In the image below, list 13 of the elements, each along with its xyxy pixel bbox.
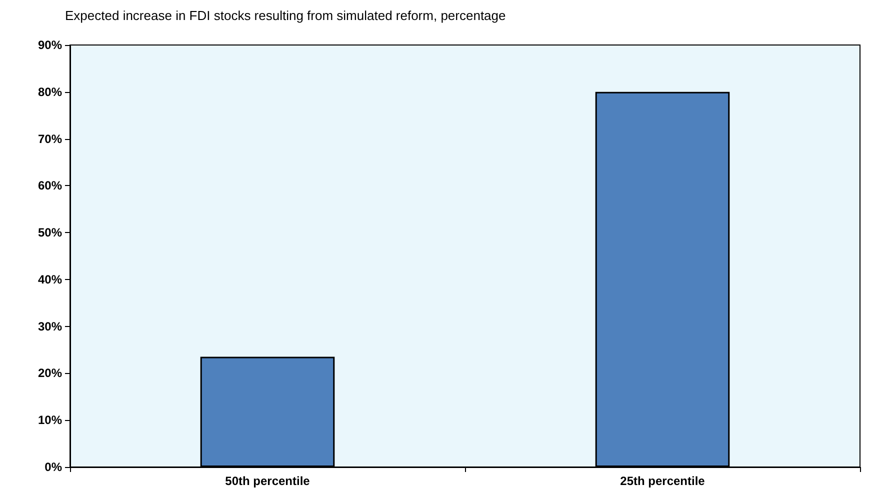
y-tick-label: 50%: [38, 226, 62, 240]
y-tick-label: 40%: [38, 272, 62, 286]
x-tick-label: 25th percentile: [620, 474, 706, 488]
y-tick-label: 90%: [38, 38, 62, 52]
y-tick-label: 10%: [38, 413, 62, 428]
y-tick-label: 0%: [44, 460, 62, 474]
y-tick-label: 20%: [38, 366, 62, 380]
x-tick-label: 50th percentile: [225, 474, 310, 488]
chart-title: Expected increase in FDI stocks resulting from simulated reform, percentage: [65, 8, 506, 23]
y-tick-label: 80%: [38, 84, 62, 99]
y-tick-label: 30%: [38, 319, 62, 334]
y-tick-label: 70%: [38, 132, 62, 146]
y-tick-label: 60%: [38, 178, 62, 193]
